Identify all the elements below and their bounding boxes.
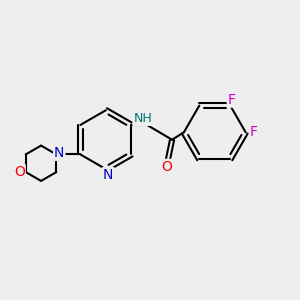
Text: N: N	[103, 168, 113, 182]
Text: NH: NH	[133, 112, 152, 125]
Text: N: N	[54, 146, 64, 160]
Text: O: O	[161, 160, 172, 174]
Text: F: F	[250, 125, 258, 139]
Text: O: O	[14, 165, 25, 179]
Text: F: F	[228, 93, 236, 107]
